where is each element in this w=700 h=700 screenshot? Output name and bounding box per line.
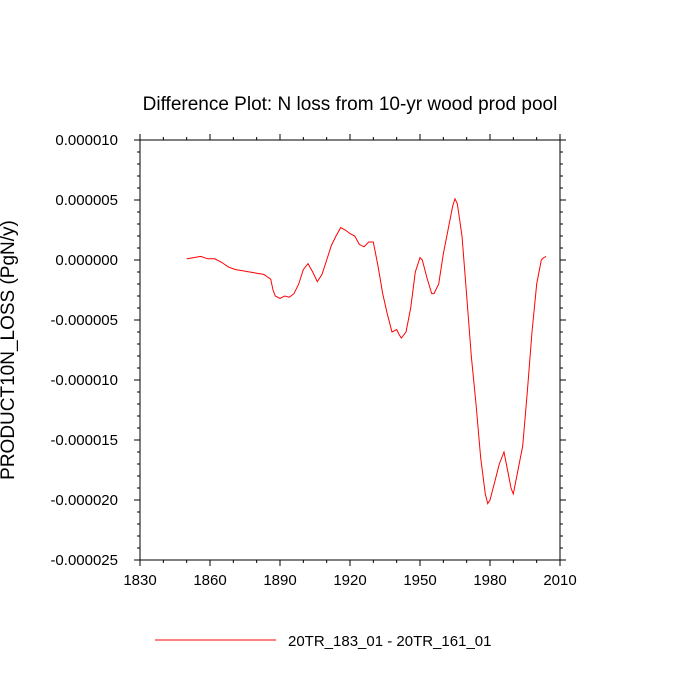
x-tick-label: 1950 <box>403 572 436 589</box>
x-tick-label: 1830 <box>123 572 156 589</box>
chart-title: Difference Plot: N loss from 10-yr wood … <box>143 94 558 115</box>
x-tick-label: 1860 <box>193 572 226 589</box>
x-tick-label: 2010 <box>543 572 576 589</box>
x-tick-label: 1890 <box>263 572 296 589</box>
y-tick-label: -0.000020 <box>50 492 118 509</box>
plot-frame <box>139 139 561 561</box>
legend-label: 20TR_183_01 - 20TR_161_01 <box>288 633 491 650</box>
y-tick-label: -0.000010 <box>50 372 118 389</box>
y-tick-label: 0.000005 <box>55 192 118 209</box>
y-tick-label: -0.000025 <box>50 552 118 569</box>
y-tick-label: -0.000005 <box>50 312 118 329</box>
series-line <box>186 197 547 505</box>
y-axis-label: PRODUCT10N_LOSS (PgN/y) <box>0 220 19 480</box>
x-tick-label: 1920 <box>333 572 366 589</box>
y-tick-label: 0.000000 <box>55 252 118 269</box>
x-tick-label: 1980 <box>473 572 506 589</box>
y-tick-label: 0.000010 <box>55 132 118 149</box>
y-tick-label: -0.000015 <box>50 432 118 449</box>
